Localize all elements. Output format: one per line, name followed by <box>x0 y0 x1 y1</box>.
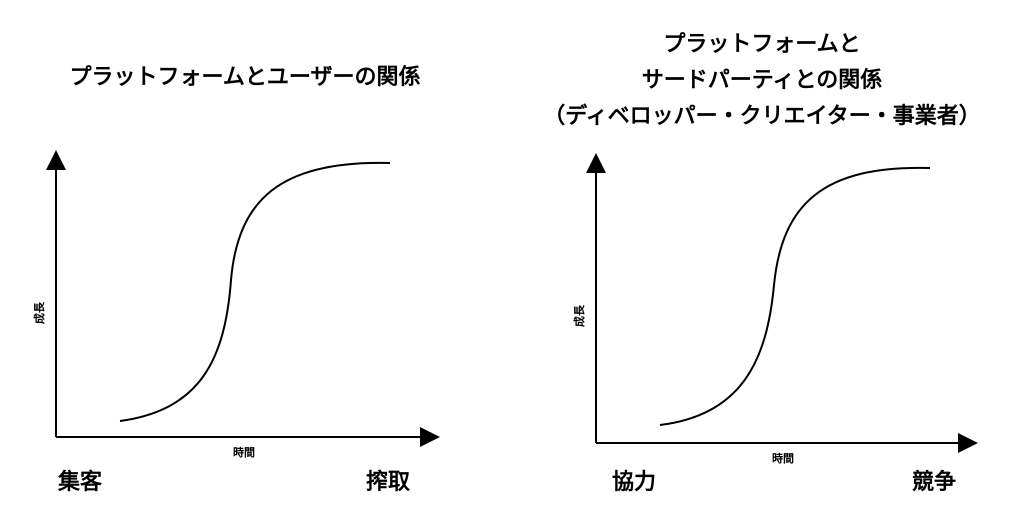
left-start-label: 集客 <box>58 470 103 495</box>
right-end-label: 競争 <box>912 470 957 495</box>
right-panel: プラットフォームと サードパーティとの関係 （ディベロッパー・クリエイター・事業… <box>512 0 1024 527</box>
right-x-axis-label: 時間 <box>772 452 794 465</box>
right-title-line-3: （ディベロッパー・クリエイター・事業者） <box>543 104 981 129</box>
right-s-curve-chart <box>586 153 978 453</box>
left-title: プラットフォームとユーザーの関係 <box>69 65 421 90</box>
right-title: プラットフォームと サードパーティとの関係 （ディベロッパー・クリエイター・事業… <box>512 27 1012 135</box>
left-end-label: 搾取 <box>366 470 411 495</box>
right-title-line-2: サードパーティとの関係 <box>641 68 883 93</box>
left-y-axis-label: 成長 <box>33 302 46 324</box>
right-title-line-1: プラットフォームと <box>663 32 861 57</box>
right-y-axis-label: 成長 <box>573 305 586 327</box>
right-growth-curve <box>659 166 931 426</box>
left-x-axis-label: 時間 <box>233 446 255 459</box>
left-growth-curve <box>119 161 391 422</box>
left-s-curve-chart <box>46 150 440 447</box>
left-panel: プラットフォームとユーザーの関係 成長 時間 集客 搾取 <box>33 65 440 495</box>
right-start-label: 協力 <box>612 470 657 495</box>
